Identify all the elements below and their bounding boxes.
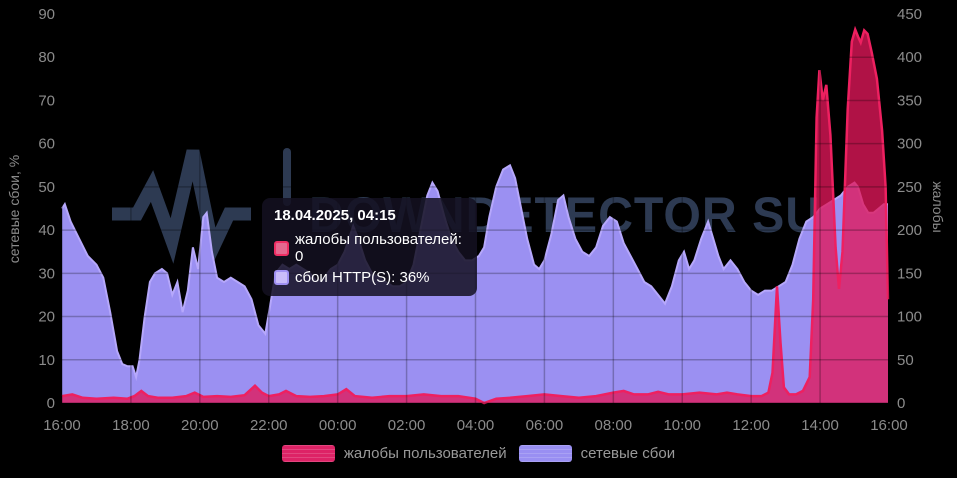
x-axis-tick-label: 04:00 — [457, 417, 495, 434]
right-axis-title: жалобы — [930, 181, 946, 233]
x-axis-tick-label: 16:00 — [870, 417, 908, 434]
right-axis-tick-labels: 0 50 100 150 200 250 300 350 400 450 — [897, 6, 922, 412]
right-axis-tick-label: 300 — [897, 136, 922, 153]
chart-legend: жалобы пользователей сетевые сбои — [0, 445, 957, 462]
legend-item-complaints[interactable]: жалобы пользователей — [281, 445, 507, 462]
tooltip-complaints-text: жалобы пользователей: 0 — [295, 231, 462, 265]
pulse-logo-icon — [112, 149, 251, 269]
x-axis-tick-label: 00:00 — [319, 417, 357, 434]
network-failures-legend-swatch-icon — [518, 445, 572, 462]
left-axis-tick-label: 0 — [47, 395, 55, 412]
left-axis-tick-label: 90 — [38, 6, 55, 23]
x-axis-tick-label: 16:00 — [43, 417, 81, 434]
right-axis-tick-label: 200 — [897, 222, 922, 239]
x-axis-tick-label: 20:00 — [181, 417, 219, 434]
right-axis-tick-label: 250 — [897, 179, 922, 196]
chart-tooltip: 18.04.2025, 04:15 жалобы пользователей: … — [262, 198, 477, 296]
right-axis-tick-label: 350 — [897, 92, 922, 109]
left-axis-tick-label: 80 — [38, 49, 55, 66]
left-axis-tick-label: 70 — [38, 92, 55, 109]
left-axis-tick-label: 10 — [38, 352, 55, 369]
x-axis-tick-label: 02:00 — [388, 417, 426, 434]
x-axis-tick-label: 18:00 — [112, 417, 150, 434]
complaints-line — [61, 25, 890, 405]
x-axis-tick-label: 10:00 — [663, 417, 701, 434]
tooltip-datetime: 18.04.2025, 04:15 — [274, 207, 396, 224]
left-axis-tick-label: 30 — [38, 265, 55, 282]
complaints-legend-label: жалобы пользователей — [343, 445, 507, 462]
x-axis-tick-label: 22:00 — [250, 417, 288, 434]
legend-item-network-failures[interactable]: сетевые сбои — [518, 445, 676, 462]
right-axis-tick-label: 50 — [897, 352, 914, 369]
right-axis-tick-label: 100 — [897, 309, 922, 326]
x-axis-tick-label: 06:00 — [526, 417, 564, 434]
tooltip-row-http-failures: сбои HTTP(S): 36% — [274, 269, 465, 286]
tooltip-http-failures-text: сбои HTTP(S): 36% — [295, 269, 430, 286]
x-axis-tick-label: 14:00 — [801, 417, 839, 434]
left-axis-title: сетевые сбои, % — [6, 154, 22, 264]
left-axis-tick-label: 60 — [38, 136, 55, 153]
right-axis-tick-label: 150 — [897, 265, 922, 282]
left-axis-tick-labels: 0 10 20 30 40 50 60 70 80 90 — [38, 6, 55, 412]
right-axis-tick-label: 450 — [897, 6, 922, 23]
tooltip-row-complaints: жалобы пользователей: 0 — [274, 231, 465, 265]
left-axis-tick-label: 40 — [38, 222, 55, 239]
right-axis-tick-label: 0 — [897, 395, 905, 412]
watermark-separator — [283, 148, 291, 206]
complaints-swatch-icon — [274, 240, 289, 256]
x-axis-tick-labels: 16:00 18:00 20:00 22:00 00:00 02:00 04:00 06:00… — [43, 417, 908, 434]
x-axis-tick-label: 08:00 — [595, 417, 633, 434]
network-failures-legend-label: сетевые сбои — [580, 445, 676, 462]
left-axis-tick-label: 20 — [38, 309, 55, 326]
x-axis-tick-label: 12:00 — [732, 417, 770, 434]
right-axis-tick-label: 400 — [897, 49, 922, 66]
http-failures-swatch-icon — [274, 270, 289, 285]
gridlines — [61, 13, 890, 404]
complaints-legend-swatch-icon — [281, 445, 335, 462]
left-axis-tick-label: 50 — [38, 179, 55, 196]
